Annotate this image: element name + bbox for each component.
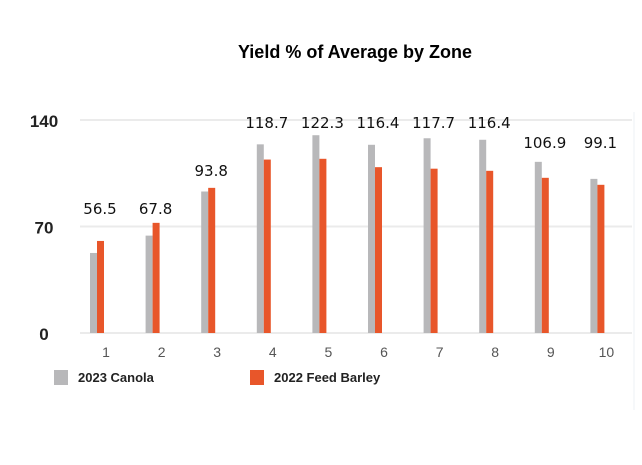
x-tick-label: 5 [325, 344, 333, 360]
bar-canola [201, 191, 209, 333]
bar-barley [152, 222, 160, 333]
bar-canola [534, 161, 542, 333]
bar-canola [368, 144, 375, 333]
bar-barley [319, 158, 327, 333]
x-tick-label: 7 [436, 344, 444, 360]
y-tick-label: 0 [39, 325, 48, 344]
bar-barley [597, 184, 605, 333]
legend-swatch-canola [54, 370, 68, 385]
bar-canola [312, 135, 320, 333]
x-tick-label: 10 [599, 344, 615, 360]
x-tick-label: 8 [491, 344, 499, 360]
bar-barley [541, 177, 549, 333]
bar-canola [256, 144, 264, 333]
x-tick-label: 1 [102, 344, 110, 360]
x-tick-label: 6 [380, 344, 388, 360]
bar-barley [97, 240, 104, 333]
chart-title: Yield % of Average by Zone [237, 42, 473, 62]
data-label: 117.7 [412, 114, 455, 132]
data-label: 118.7 [245, 114, 288, 132]
data-label: 93.8 [194, 162, 227, 180]
x-tick-label: 9 [547, 344, 555, 360]
bar-barley [208, 187, 216, 333]
data-label: 99.1 [584, 134, 617, 152]
bar-barley [375, 167, 382, 333]
y-tick-label: 140 [30, 112, 58, 131]
data-label: 116.4 [468, 114, 511, 132]
bar-barley [486, 170, 494, 333]
data-label: 122.3 [301, 114, 344, 132]
legend-label-barley: 2022 Feed Barley [274, 370, 381, 385]
x-tick-label: 3 [213, 344, 221, 360]
x-tick-label: 4 [269, 344, 277, 360]
bar-canola [479, 139, 487, 333]
legend-item-canola: 2023 Canola [54, 370, 154, 385]
bar-canola [90, 252, 97, 333]
legend-swatch-barley [250, 370, 264, 385]
bar-canola [423, 138, 431, 333]
bar-canola [590, 178, 598, 333]
data-label: 67.8 [139, 200, 172, 218]
x-tick-label: 2 [158, 344, 166, 360]
data-label: 116.4 [357, 114, 400, 132]
legend-label-canola: 2023 Canola [78, 370, 154, 385]
bar-barley [430, 168, 438, 333]
data-label: 106.9 [523, 134, 566, 152]
legend-item-barley: 2022 Feed Barley [250, 370, 380, 385]
y-tick-label: 70 [35, 219, 54, 238]
bar-barley [263, 159, 271, 333]
data-label: 56.5 [83, 200, 116, 218]
bar-canola [145, 235, 153, 333]
